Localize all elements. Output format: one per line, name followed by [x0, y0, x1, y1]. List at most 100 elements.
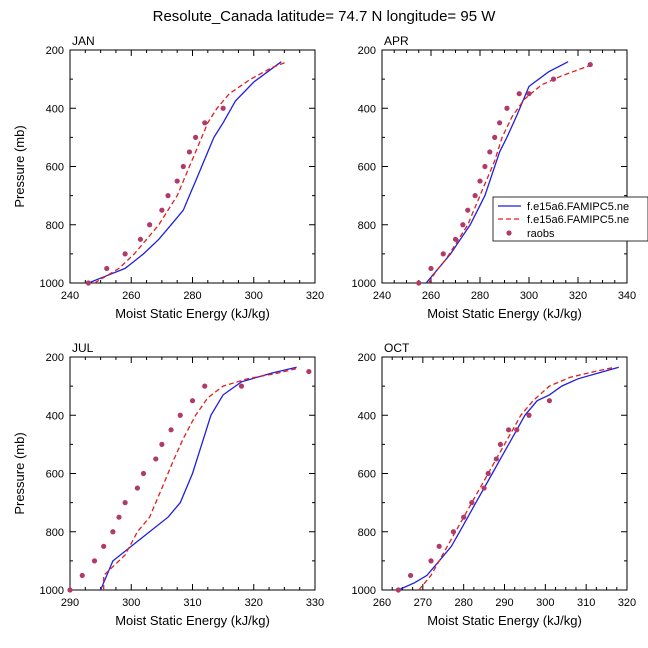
y-tick-label: 800 — [358, 527, 376, 539]
raobs-marker — [134, 485, 140, 491]
x-tick-label: 300 — [520, 290, 538, 302]
legend-entry-label: raobs — [527, 228, 555, 240]
raobs-marker — [487, 149, 493, 155]
raobs-marker — [481, 485, 487, 491]
x-tick-label: 260 — [373, 597, 391, 609]
raobs-marker — [189, 398, 196, 404]
panel-jul: 290 300 310 320 330 200 400 600 800 1000 JUL Moist … — [12, 341, 324, 628]
x-tick-label: 300 — [536, 597, 554, 609]
raobs-marker — [465, 207, 471, 213]
raobs-marker — [140, 470, 147, 477]
raobs-marker — [482, 163, 488, 170]
y-tick-label: 400 — [46, 103, 64, 115]
panel-label: JAN — [72, 34, 95, 48]
y-tick-label: 800 — [358, 220, 376, 232]
x-axis-label: Moist Static Energy (kJ/kg) — [115, 613, 270, 628]
raobs-marker — [428, 558, 434, 564]
x-tick-label: 300 — [245, 290, 263, 302]
y-tick-label: 400 — [358, 410, 376, 422]
raobs-marker — [460, 222, 466, 228]
x-tick-label: 310 — [577, 597, 595, 609]
legend-entry-label: f.e15a6.FAMIPC5.ne — [527, 201, 629, 213]
y-axis-label: Pressure (mb) — [12, 432, 27, 514]
x-tick-label: 270 — [414, 597, 432, 609]
panel-apr: 240 260 280 300 320 340 200 400 600 800 1000 APR Moi… — [352, 34, 637, 321]
raobs-marker — [440, 251, 446, 257]
raobs-marker — [497, 441, 504, 447]
raobs-marker — [472, 193, 478, 199]
x-tick-label: 240 — [373, 290, 391, 302]
raobs-marker — [504, 105, 510, 111]
x-tick-label: 280 — [471, 290, 489, 302]
legend-swatch-raobs — [506, 230, 512, 236]
raobs-marker — [67, 587, 73, 593]
raobs-marker — [238, 383, 245, 389]
series-line-model-1 — [398, 366, 619, 591]
x-axis-label: Moist Static Energy (kJ/kg) — [115, 306, 270, 321]
x-tick-label: 280 — [183, 290, 201, 302]
x-axis-label: Moist Static Energy (kJ/kg) — [427, 613, 582, 628]
x-tick-label: 320 — [245, 597, 263, 609]
raobs-marker — [137, 236, 144, 242]
x-tick-label: 320 — [569, 290, 587, 302]
raobs-marker — [526, 91, 532, 97]
x-tick-label: 260 — [422, 290, 440, 302]
series-line-model-1 — [425, 61, 569, 284]
raobs-marker — [122, 251, 128, 257]
y-tick-label: 800 — [46, 527, 64, 539]
raobs-marker — [79, 572, 85, 579]
panel-label: OCT — [384, 341, 410, 355]
y-tick-label: 800 — [46, 220, 64, 232]
x-tick-label: 260 — [122, 290, 140, 302]
y-tick-label: 1000 — [40, 585, 64, 597]
raobs-marker — [469, 500, 475, 506]
x-tick-label: 300 — [122, 597, 140, 609]
raobs-marker — [416, 280, 422, 286]
x-tick-label: 340 — [618, 290, 636, 302]
legend-entry-label: f.e15a6.FAMIPC5.ne — [527, 214, 629, 226]
series-line-model-2 — [428, 63, 593, 284]
raobs-marker — [159, 441, 165, 447]
raobs-marker — [505, 427, 512, 433]
y-tick-label: 200 — [358, 352, 376, 364]
raobs-marker — [450, 529, 457, 535]
figure-title: Resolute_Canada latitude= 74.7 N longitu… — [152, 8, 496, 25]
raobs-marker — [153, 456, 159, 462]
raobs-marker — [514, 427, 520, 433]
series-line-model-1 — [100, 366, 297, 591]
raobs-marker — [192, 134, 199, 140]
x-tick-label: 280 — [454, 597, 472, 609]
y-tick-label: 400 — [46, 410, 64, 422]
raobs-marker — [550, 76, 557, 82]
y-tick-label: 600 — [46, 469, 64, 481]
raobs-marker — [159, 207, 165, 213]
raobs-marker — [493, 456, 499, 462]
raobs-marker — [436, 543, 442, 549]
plot-frame — [69, 49, 316, 284]
x-tick-label: 310 — [183, 597, 201, 609]
panel-oct: 260 270 280 290 300 310 320 200 400 600 800 1000 OCT… — [352, 341, 637, 628]
y-tick-label: 200 — [358, 45, 376, 57]
x-tick-label: 290 — [495, 597, 513, 609]
plot-frame — [381, 356, 628, 591]
raobs-marker — [497, 120, 503, 126]
raobs-marker — [180, 163, 186, 170]
series-line-model-1 — [88, 61, 282, 284]
raobs-marker — [306, 368, 312, 375]
panel-label: JUL — [72, 341, 94, 355]
series-line-model-2 — [94, 61, 288, 284]
x-tick-label: 330 — [306, 597, 324, 609]
raobs-marker — [461, 514, 467, 520]
raobs-marker — [122, 500, 128, 506]
raobs-marker — [165, 193, 171, 199]
raobs-marker — [174, 178, 180, 184]
raobs-marker — [477, 178, 483, 184]
raobs-marker — [110, 529, 116, 535]
y-tick-label: 600 — [358, 162, 376, 174]
raobs-marker — [526, 412, 532, 418]
raobs-marker — [186, 149, 193, 155]
x-tick-label: 320 — [618, 597, 636, 609]
x-tick-label: 320 — [306, 290, 324, 302]
raobs-marker — [220, 105, 226, 111]
